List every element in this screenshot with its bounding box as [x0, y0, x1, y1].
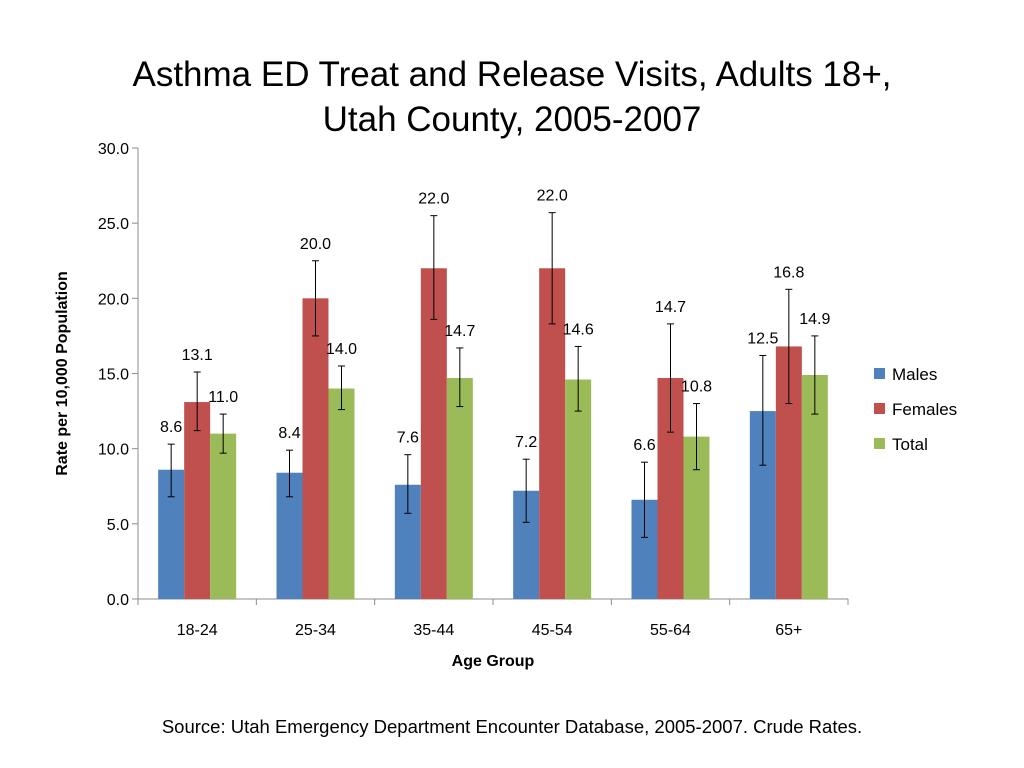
- y-tick-label: 5.0: [107, 517, 129, 534]
- bar-females: [184, 402, 211, 599]
- data-label: 14.7: [444, 323, 475, 340]
- y-ticks: 0.0 5.0 10.0 15.0 20.0 25.0 30.0: [98, 141, 138, 609]
- axes: [137, 148, 848, 600]
- legend-swatch-males: [874, 368, 885, 379]
- x-tick-label: 55-64: [650, 622, 691, 639]
- y-tick-label: 0.0: [107, 592, 129, 609]
- x-ticks: 18-24 25-34 35-44 45-54 55-64 65+: [137, 599, 849, 639]
- legend-swatch-total: [874, 438, 885, 449]
- data-label: 10.8: [681, 379, 712, 396]
- data-label: 6.6: [633, 437, 655, 454]
- legend: Males Females Total: [874, 365, 957, 454]
- x-axis-title: Age Group: [452, 653, 535, 670]
- data-label: 7.6: [397, 430, 419, 447]
- data-label: 12.5: [747, 330, 778, 347]
- chart-title: Asthma ED Treat and Release Visits, Adul…: [0, 52, 1024, 142]
- data-label: 20.0: [300, 236, 331, 253]
- x-tick-label: 18-24: [177, 622, 218, 639]
- y-tick-label: 20.0: [98, 291, 129, 308]
- y-tick-label: 15.0: [98, 367, 129, 384]
- legend-swatch-females: [874, 403, 885, 414]
- data-label: 7.2: [515, 434, 537, 451]
- data-label: 13.1: [182, 347, 213, 364]
- data-label: 14.7: [655, 299, 686, 316]
- bar-females: [302, 298, 329, 599]
- x-tick-label: 25-34: [295, 622, 336, 639]
- data-labels: 8.6 13.1 11.0 8.4 20.0 14.0 7.6 22.0 14.7 7.2 22.0…: [160, 188, 830, 455]
- source-note: Source: Utah Emergency Department Encoun…: [161, 716, 863, 737]
- x-tick-label: 35-44: [413, 622, 454, 639]
- legend-label-total: Total: [892, 435, 928, 454]
- data-label: 14.0: [326, 341, 357, 358]
- x-tick-label: 65+: [775, 622, 802, 639]
- data-label: 22.0: [537, 188, 568, 205]
- data-label: 14.9: [799, 311, 830, 328]
- y-tick-label: 30.0: [98, 141, 129, 158]
- bar-total: [210, 433, 237, 599]
- legend-label-females: Females: [892, 400, 957, 419]
- data-label: 8.6: [160, 419, 182, 436]
- bar-total: [328, 388, 355, 599]
- bars: [158, 268, 828, 599]
- bar-females: [420, 268, 447, 599]
- data-label: 8.4: [278, 425, 300, 442]
- bar-total: [565, 379, 592, 599]
- error-bars: [167, 212, 819, 538]
- title-line-2: Utah County, 2005-2007: [322, 100, 702, 139]
- y-tick-label: 10.0: [98, 442, 129, 459]
- data-label: 11.0: [208, 389, 238, 406]
- data-label: 16.8: [773, 264, 804, 281]
- bar-total: [446, 378, 473, 599]
- data-label: 14.6: [563, 321, 594, 338]
- y-tick-label: 25.0: [98, 216, 129, 233]
- data-label: 22.0: [418, 191, 449, 208]
- y-axis-title: Rate per 10,000 Population: [54, 271, 71, 476]
- title-line-1: Asthma ED Treat and Release Visits, Adul…: [132, 55, 892, 94]
- x-tick-label: 45-54: [532, 622, 573, 639]
- legend-label-males: Males: [892, 365, 937, 384]
